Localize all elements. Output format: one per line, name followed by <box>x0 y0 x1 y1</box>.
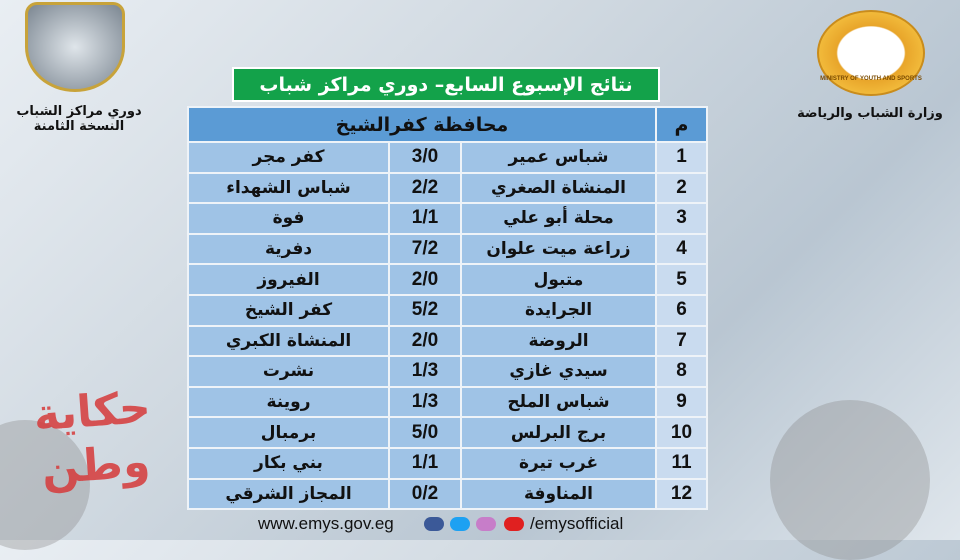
away-team: روينة <box>187 385 390 419</box>
table-row: 4 زراعة ميت علوان 7/2 دفرية <box>187 232 708 266</box>
match-number: 7 <box>655 324 708 358</box>
away-team: الفيروز <box>187 263 390 296</box>
instagram-icon[interactable] <box>476 517 496 531</box>
match-score: 0/2 <box>388 477 462 511</box>
table-row: 5 متبول 2/0 الفيروز <box>187 263 708 296</box>
home-team: محلة أبو علي <box>460 202 657 235</box>
league-edition: النسخة الثامنة <box>33 119 125 134</box>
away-team: شباس الشهداء <box>187 171 390 205</box>
home-team: المنشاة الصغري <box>460 171 657 205</box>
league-label: دوري مراكز الشباب النسخة الثامنة <box>4 104 154 134</box>
match-score: 3/0 <box>388 141 462 174</box>
match-score: 2/2 <box>388 171 462 205</box>
away-team: كفر الشيخ <box>187 293 390 327</box>
match-number: 9 <box>655 385 708 419</box>
match-score: 1/1 <box>388 446 462 480</box>
header-governorate: محافظة كفرالشيخ <box>187 106 657 143</box>
watermark-logo: حكاية وطن <box>31 382 153 495</box>
background-football <box>770 400 930 560</box>
home-team: الروضة <box>460 324 657 358</box>
ministry-logo-text: MINISTRY OF YOUTH AND SPORTS <box>820 76 922 82</box>
match-score: 2/0 <box>388 324 462 358</box>
table-row: 3 محلة أبو علي 1/1 فوة <box>187 202 708 235</box>
header-number: م <box>655 106 708 143</box>
table-row: 8 سيدي غازي 1/3 نشرت <box>187 355 708 388</box>
match-number: 12 <box>655 477 708 511</box>
away-team: بني بكار <box>187 446 390 480</box>
match-number: 4 <box>655 232 708 266</box>
home-team: زراعة ميت علوان <box>460 232 657 266</box>
ministry-logo: MINISTRY OF YOUTH AND SPORTS <box>817 10 925 96</box>
match-score: 2/0 <box>388 263 462 296</box>
table-row: 6 الجرايدة 5/2 كفر الشيخ <box>187 293 708 327</box>
match-number: 3 <box>655 202 708 235</box>
home-team: برج البرلس <box>460 416 657 449</box>
table-row: 7 الروضة 2/0 المنشاة الكبري <box>187 324 708 358</box>
home-team: شباس الملح <box>460 385 657 419</box>
table-row: 2 المنشاة الصغري 2/2 شباس الشهداء <box>187 171 708 205</box>
league-logo <box>25 2 125 92</box>
away-team: المجاز الشرقي <box>187 477 390 511</box>
away-team: فوة <box>187 202 390 235</box>
home-team: سيدي غازي <box>460 355 657 388</box>
match-number: 1 <box>655 141 708 174</box>
page-title: نتائج الإسبوع السابع– دوري مراكز شباب <box>232 67 660 102</box>
table-row: 12 المناوفة 0/2 المجاز الشرقي <box>187 477 708 511</box>
away-team: كفر مجر <box>187 141 390 174</box>
facebook-icon[interactable] <box>424 517 444 531</box>
table-row: 9 شباس الملح 1/3 روينة <box>187 385 708 419</box>
ministry-label: وزارة الشباب والرياضة <box>797 106 943 121</box>
social-handle[interactable]: /emysofficial <box>530 514 624 533</box>
home-team: غرب تيرة <box>460 446 657 480</box>
results-table: م محافظة كفرالشيخ 1 شباس عمير 3/0 كفر مجر 2 ا… <box>187 106 708 511</box>
home-team: شباس عمير <box>460 141 657 174</box>
home-team: الجرايدة <box>460 293 657 327</box>
away-team: برمبال <box>187 416 390 449</box>
table-row: 11 غرب تيرة 1/1 بني بكار <box>187 446 708 480</box>
match-number: 5 <box>655 263 708 296</box>
match-score: 5/2 <box>388 293 462 327</box>
match-score: 7/2 <box>388 232 462 266</box>
match-score: 1/3 <box>388 355 462 388</box>
home-team: متبول <box>460 263 657 296</box>
match-number: 8 <box>655 355 708 388</box>
match-score: 1/3 <box>388 385 462 419</box>
away-team: نشرت <box>187 355 390 388</box>
match-number: 2 <box>655 171 708 205</box>
away-team: المنشاة الكبري <box>187 324 390 358</box>
away-team: دفرية <box>187 232 390 266</box>
table-row: 10 برج البرلس 5/0 برمبال <box>187 416 708 449</box>
match-number: 6 <box>655 293 708 327</box>
match-number: 11 <box>655 446 708 480</box>
match-score: 1/1 <box>388 202 462 235</box>
table-row: 1 شباس عمير 3/0 كفر مجر <box>187 141 708 174</box>
match-score: 5/0 <box>388 416 462 449</box>
league-name: دوري مراكز الشباب <box>16 104 142 119</box>
website-link[interactable]: www.emys.gov.eg <box>258 514 394 533</box>
match-number: 10 <box>655 416 708 449</box>
twitter-icon[interactable] <box>450 517 470 531</box>
home-team: المناوفة <box>460 477 657 511</box>
youtube-icon[interactable] <box>504 517 524 531</box>
